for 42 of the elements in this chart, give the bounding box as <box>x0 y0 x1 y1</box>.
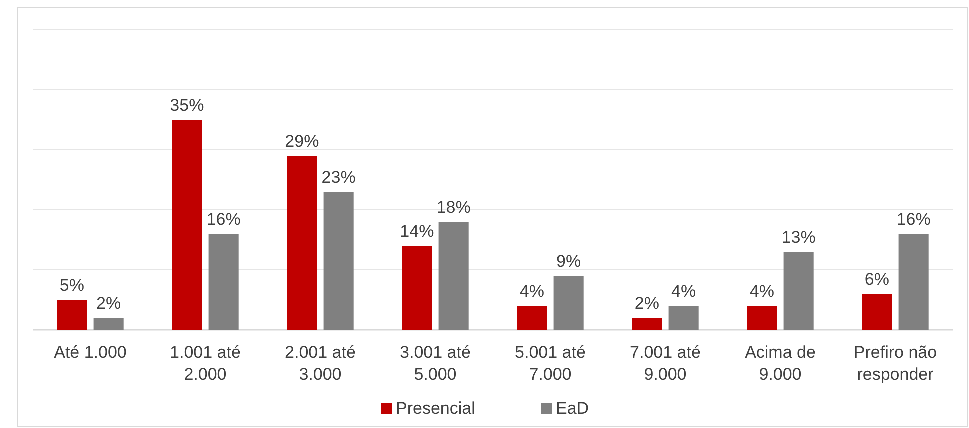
data-label: 13% <box>782 228 816 247</box>
legend-label: Presencial <box>396 399 476 418</box>
bar <box>747 306 778 330</box>
bar <box>438 222 469 330</box>
x-tick-label: Prefiro não responder <box>854 343 938 384</box>
data-label: 9% <box>556 252 582 271</box>
data-label: 4% <box>750 282 774 301</box>
x-tick-label: 5.001 até 7.000 <box>515 343 586 384</box>
data-label: 16% <box>896 210 931 229</box>
bar <box>668 306 699 330</box>
x-tick-label: 7.001 até 9.000 <box>630 343 701 384</box>
bar <box>402 246 432 330</box>
bar <box>57 300 88 330</box>
x-tick-label: Até 1.000 <box>54 343 127 362</box>
bar <box>554 276 584 330</box>
data-label: 5% <box>60 276 84 295</box>
bar <box>632 318 662 330</box>
data-label: 2% <box>96 294 122 313</box>
bar <box>208 234 239 330</box>
data-label: 6% <box>864 270 890 289</box>
bar <box>287 156 318 330</box>
data-label: 35% <box>170 96 204 115</box>
bar <box>862 294 892 330</box>
data-label: 18% <box>436 198 471 217</box>
bar <box>898 234 929 330</box>
data-label: 23% <box>322 168 356 187</box>
data-label: 16% <box>206 210 241 229</box>
x-tick-label: 1.001 até 2.000 <box>170 343 241 384</box>
bar <box>517 306 548 330</box>
bar <box>324 192 354 330</box>
data-label: 4% <box>672 282 696 301</box>
bar <box>94 318 124 330</box>
bar <box>784 252 814 330</box>
bar <box>172 120 202 330</box>
data-label: 2% <box>634 294 660 313</box>
legend-label: EaD <box>556 399 590 418</box>
data-label: 14% <box>400 222 434 241</box>
data-label: 29% <box>285 132 320 151</box>
x-tick-label: 2.001 até 3.000 <box>285 343 356 384</box>
x-tick-label: 3.001 até 5.000 <box>400 343 471 384</box>
x-tick-label: Acima de 9.000 <box>745 343 816 384</box>
data-label: 4% <box>520 282 544 301</box>
